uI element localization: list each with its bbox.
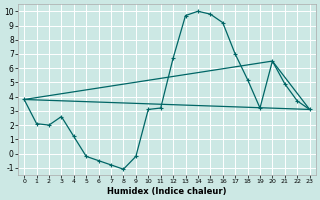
- X-axis label: Humidex (Indice chaleur): Humidex (Indice chaleur): [107, 187, 227, 196]
